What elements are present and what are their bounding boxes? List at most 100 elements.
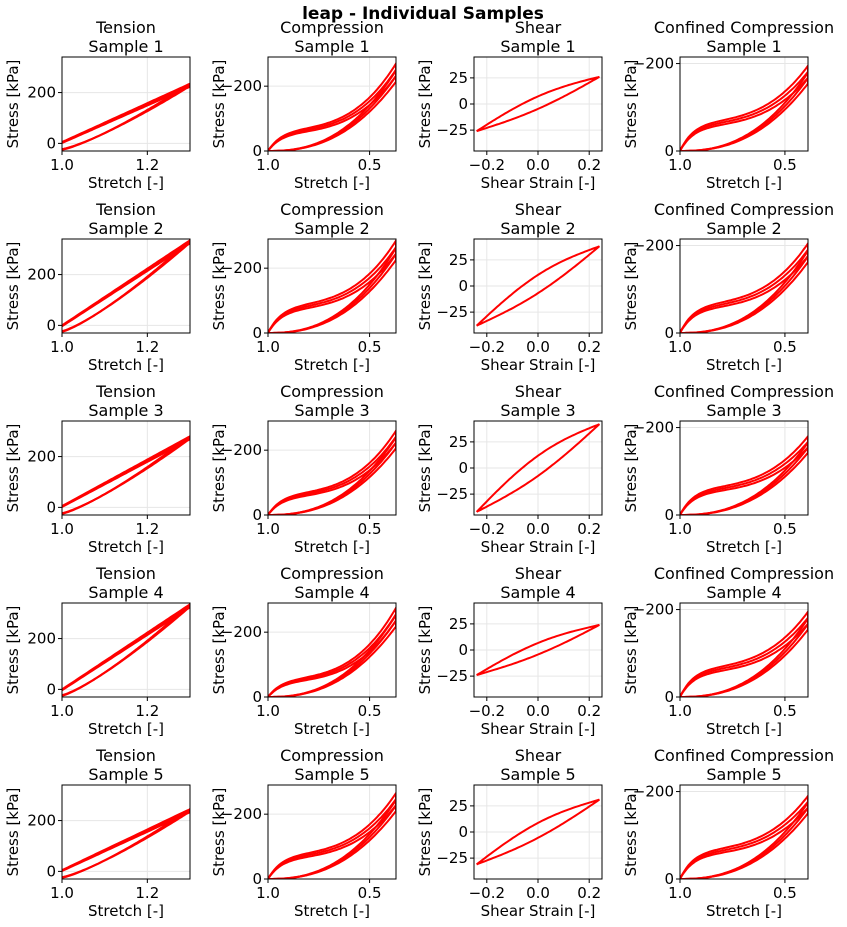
x-tick-label: 0.0 <box>526 156 550 174</box>
x-axis-label: Stretch [-] <box>706 538 782 556</box>
x-tick-label: 0.0 <box>526 702 550 720</box>
x-tick-label: 1.0 <box>50 702 74 720</box>
subplot-grid: 1.0 1.2 0 200 Stretch [-] Stress [kPa] Tension… <box>4 18 834 920</box>
y-axis-label: Stress [kPa] <box>416 424 434 513</box>
y-axis-label: Stress [kPa] <box>622 424 640 513</box>
subplot-confined-compression-4: 1.0 0.5 0 −200 Stretch [-] Stress [kPa] Confin… <box>622 564 834 738</box>
subplot-compression-2: 1.0 0.5 0 −200 Stretch [-] Stress [kPa] Compre… <box>210 200 397 374</box>
y-tick-label: −200 <box>633 419 674 437</box>
subplot-title-sample: Sample 5 <box>706 765 781 784</box>
plot-frame <box>61 56 191 152</box>
subplot-tension-4: 1.0 1.2 0 200 Stretch [-] Stress [kPa] Tension… <box>4 564 191 738</box>
plot-frame <box>267 784 397 880</box>
x-tick-label: 1.0 <box>256 156 280 174</box>
y-tick-label: 0 <box>46 316 56 334</box>
x-tick-label: 1.0 <box>50 338 74 356</box>
plot-frame <box>679 238 809 334</box>
x-axis-label: Shear Strain [-] <box>481 356 596 374</box>
subplot-tension-3: 1.0 1.2 0 200 Stretch [-] Stress [kPa] Tension… <box>4 382 191 556</box>
x-axis-label: Shear Strain [-] <box>481 538 596 556</box>
subplot-title-sample: Sample 4 <box>706 583 781 602</box>
y-tick-label: 0 <box>46 862 56 880</box>
series-line-2 <box>268 803 396 879</box>
subplot-title-test: Shear <box>515 746 562 765</box>
y-axis-label: Stress [kPa] <box>416 788 434 877</box>
y-axis-label: Stress [kPa] <box>210 424 228 513</box>
x-tick-label: 1.2 <box>135 156 159 174</box>
y-tick-label: 0 <box>664 688 674 706</box>
subplot-title-sample: Sample 1 <box>88 37 163 56</box>
series-line-2 <box>680 445 808 515</box>
x-axis-label: Stretch [-] <box>294 538 370 556</box>
x-tick-label: 1.0 <box>256 520 280 538</box>
subplot-title-sample: Sample 3 <box>88 401 163 420</box>
x-tick-label: 0.0 <box>526 520 550 538</box>
y-axis-label: Stress [kPa] <box>4 60 22 149</box>
subplot-title-test: Confined Compression <box>654 200 834 219</box>
x-axis-label: Stretch [-] <box>88 174 164 192</box>
x-axis-label: Stretch [-] <box>88 720 164 738</box>
subplot-title-test: Shear <box>515 18 562 37</box>
plot-frame <box>679 420 809 516</box>
subplot-title-test: Confined Compression <box>654 746 834 765</box>
y-axis-label: Stress [kPa] <box>210 60 228 149</box>
y-tick-label: 200 <box>27 630 56 648</box>
subplot-title-test: Compression <box>280 564 384 583</box>
series-line-2 <box>268 251 396 333</box>
y-tick-label: 200 <box>27 84 56 102</box>
series-line-0 <box>475 423 601 513</box>
plot-frame <box>61 602 191 698</box>
subplot-title-sample: Sample 5 <box>500 765 575 784</box>
subplot-confined-compression-5: 1.0 0.5 0 −200 Stretch [-] Stress [kPa] Confin… <box>622 746 834 920</box>
x-tick-label: 0.2 <box>577 702 601 720</box>
series-line-2 <box>62 605 190 697</box>
subplot-title-sample: Sample 1 <box>294 37 369 56</box>
x-tick-label: 1.0 <box>668 520 692 538</box>
x-tick-label: 0.5 <box>358 884 382 902</box>
y-tick-label: 0 <box>458 277 468 295</box>
subplot-shear-5: −0.2 0.0 0.2 −25 0 25 Shear Strain [-] Stress [… <box>416 746 603 920</box>
subplot-title-test: Tension <box>95 18 156 37</box>
y-axis-label: Stress [kPa] <box>210 788 228 877</box>
x-tick-label: 1.0 <box>668 884 692 902</box>
y-tick-label: 0 <box>458 823 468 841</box>
figure-title: leap - Individual Samples <box>302 4 544 24</box>
x-axis-label: Stretch [-] <box>706 902 782 920</box>
x-axis-label: Stretch [-] <box>706 356 782 374</box>
subplot-compression-1: 1.0 0.5 0 −200 Stretch [-] Stress [kPa] Compre… <box>210 18 397 192</box>
y-tick-label: 0 <box>458 95 468 113</box>
subplot-tension-2: 1.0 1.2 0 200 Stretch [-] Stress [kPa] Tension… <box>4 200 191 374</box>
series-line-2 <box>680 622 808 697</box>
subplot-shear-2: −0.2 0.0 0.2 −25 0 25 Shear Strain [-] Stress [… <box>416 200 603 374</box>
y-tick-label: 0 <box>458 459 468 477</box>
subplot-title-test: Shear <box>515 382 562 401</box>
x-tick-label: 1.2 <box>135 702 159 720</box>
y-tick-label: −25 <box>436 485 468 503</box>
subplot-compression-4: 1.0 0.5 0 −200 Stretch [-] Stress [kPa] Compre… <box>210 564 397 738</box>
x-tick-label: 0.5 <box>773 520 797 538</box>
x-tick-label: 1.0 <box>256 338 280 356</box>
subplot-title-test: Tension <box>95 200 156 219</box>
subplot-title-sample: Sample 3 <box>500 401 575 420</box>
subplot-title-sample: Sample 3 <box>706 401 781 420</box>
subplot-title-test: Confined Compression <box>654 382 834 401</box>
subplot-title-test: Compression <box>280 200 384 219</box>
plot-frame <box>61 420 191 516</box>
x-tick-label: 1.0 <box>50 884 74 902</box>
series-line-2 <box>62 84 190 151</box>
y-tick-label: 0 <box>46 134 56 152</box>
x-axis-label: Stretch [-] <box>294 720 370 738</box>
subplot-title-sample: Sample 1 <box>706 37 781 56</box>
y-tick-label: 0 <box>458 641 468 659</box>
plot-frame <box>679 784 809 880</box>
x-tick-label: −0.2 <box>469 338 505 356</box>
x-tick-label: 1.2 <box>135 520 159 538</box>
x-tick-label: 0.0 <box>526 884 550 902</box>
subplot-tension-5: 1.0 1.2 0 200 Stretch [-] Stress [kPa] Tension… <box>4 746 191 920</box>
x-tick-label: 1.0 <box>668 338 692 356</box>
y-axis-label: Stress [kPa] <box>622 788 640 877</box>
subplot-shear-1: −0.2 0.0 0.2 −25 0 25 Shear Strain [-] Stress [… <box>416 18 603 192</box>
x-tick-label: 1.2 <box>135 884 159 902</box>
y-tick-label: −25 <box>436 667 468 685</box>
y-tick-label: 0 <box>252 324 262 342</box>
